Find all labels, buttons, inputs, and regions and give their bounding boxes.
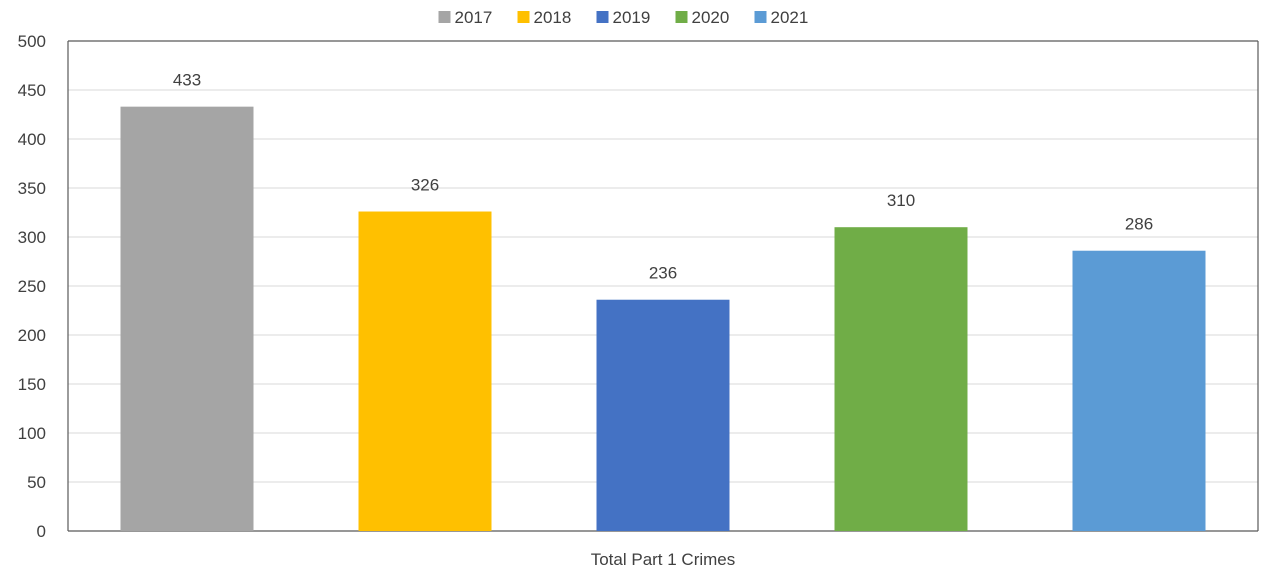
bar-2019 (596, 299, 730, 531)
legend-label-2018: 2018 (534, 8, 572, 27)
y-tick-label: 400 (18, 130, 46, 149)
data-label-2017: 433 (173, 71, 201, 90)
legend-label-2017: 2017 (455, 8, 493, 27)
data-label-2021: 286 (1125, 215, 1153, 234)
legend-swatch-2019 (596, 11, 609, 23)
data-label-2019: 236 (649, 264, 677, 283)
y-tick-label: 0 (37, 522, 46, 541)
data-labels: 433 326 236 310 286 (173, 71, 1153, 283)
bar-2017 (120, 106, 254, 531)
data-label-2018: 326 (411, 176, 439, 195)
y-tick-label: 450 (18, 81, 46, 100)
legend-label-2020: 2020 (692, 8, 730, 27)
category-label: Total Part 1 Crimes (591, 550, 736, 569)
y-tick-label: 250 (18, 277, 46, 296)
y-tick-label: 100 (18, 424, 46, 443)
bar-2018 (358, 211, 492, 531)
bar-2021 (1072, 250, 1206, 531)
legend-swatch-2017 (438, 11, 451, 23)
y-tick-label: 350 (18, 179, 46, 198)
bar-2020 (834, 227, 968, 531)
legend: 2017 2018 2019 2020 2021 (438, 8, 809, 27)
y-tick-label: 200 (18, 326, 46, 345)
y-tick-label: 500 (18, 32, 46, 51)
y-axis-tick-labels: 0 50 100 150 200 250 300 350 400 450 500 (18, 32, 46, 541)
data-label-2020: 310 (887, 191, 915, 210)
legend-swatch-2021 (754, 11, 767, 23)
y-tick-label: 150 (18, 375, 46, 394)
legend-label-2019: 2019 (613, 8, 651, 27)
legend-swatch-2020 (675, 11, 688, 23)
axes (67, 40, 1259, 532)
y-tick-label: 50 (27, 473, 46, 492)
legend-label-2021: 2021 (771, 8, 809, 27)
legend-swatch-2018 (517, 11, 530, 23)
bars (120, 106, 1206, 531)
y-tick-label: 300 (18, 228, 46, 247)
